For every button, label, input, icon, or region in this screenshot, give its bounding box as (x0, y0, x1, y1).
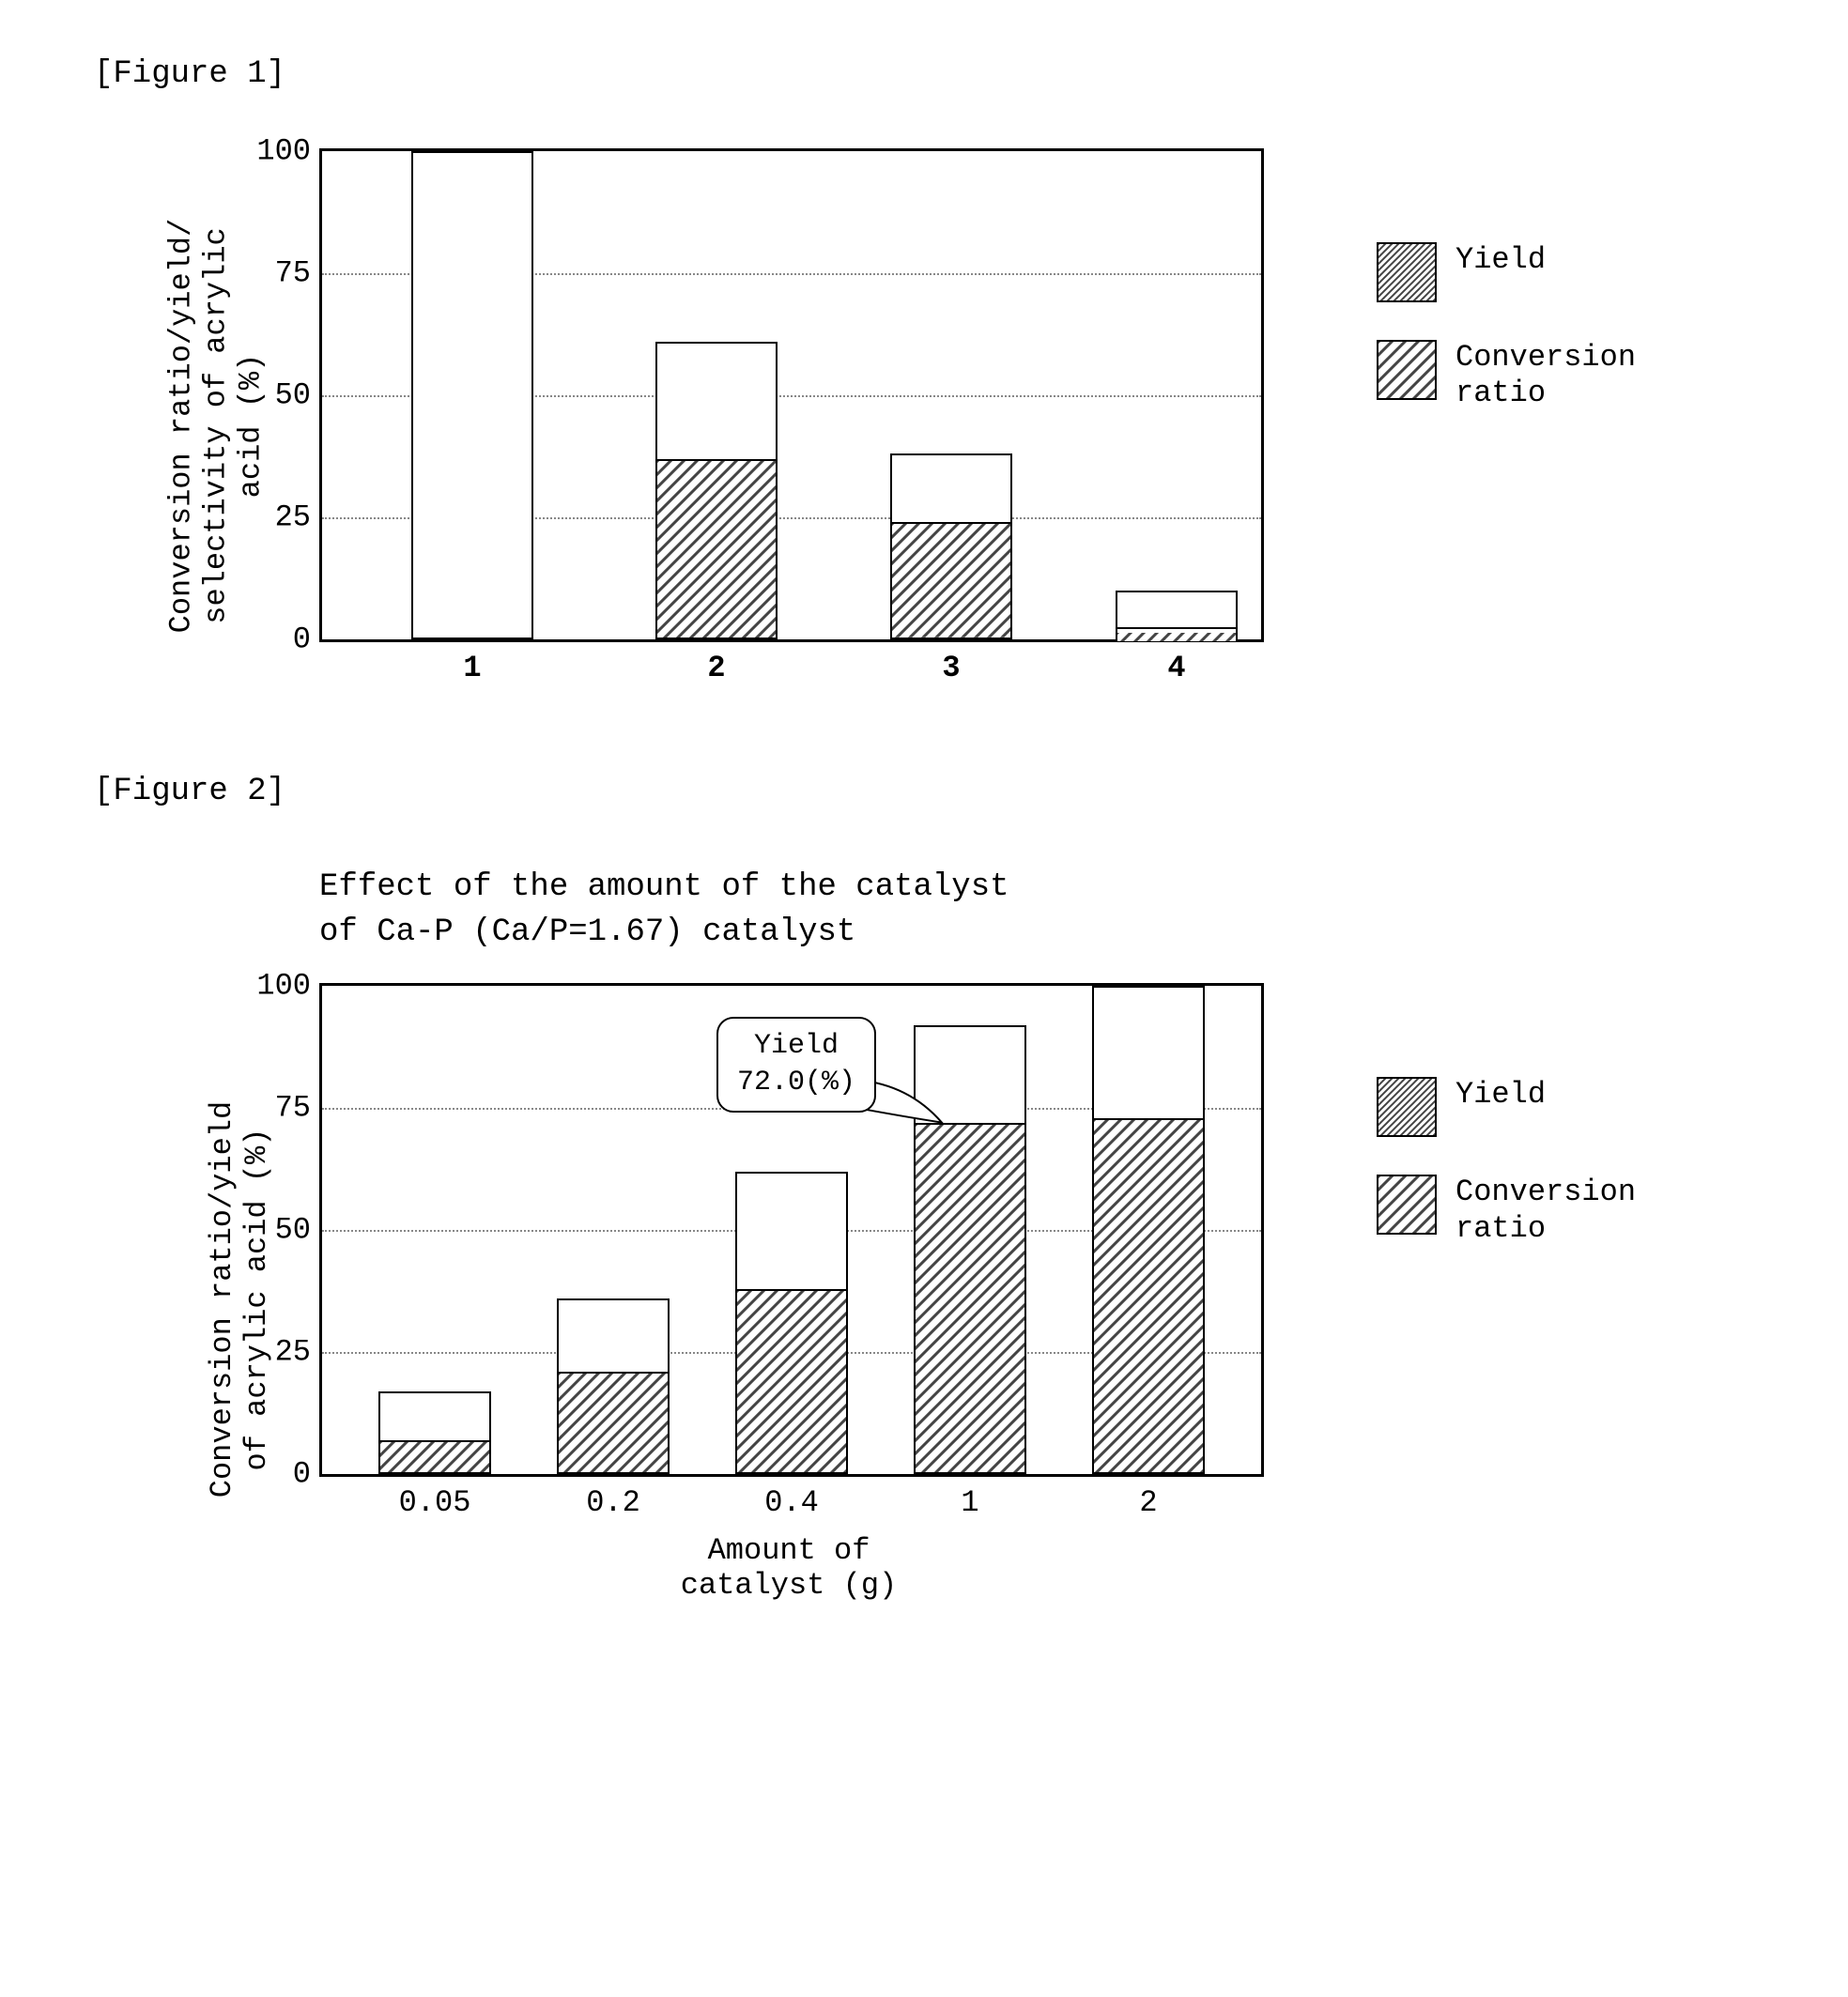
legend-item-yield: Yield (1377, 242, 1636, 302)
legend-swatch-yield-2 (1377, 1077, 1437, 1137)
figure-2-label: [Figure 2] (94, 774, 1773, 809)
figure-1-label: [Figure 1] (94, 56, 1773, 92)
bar-yield (655, 459, 778, 639)
y-tick-label: 0 (293, 1457, 322, 1492)
bar-yield (1116, 627, 1238, 639)
figure-2: [Figure 2] Effect of the amount of the c… (75, 774, 1773, 1603)
figure-1-chart: Conversion ratio/yield/selectivity of ac… (319, 148, 1264, 642)
figure-2-y-axis-label: Conversion ratio/yieldof acrylic acid (%… (205, 1055, 274, 1544)
x-tick-label: 1 (961, 1474, 978, 1520)
legend-label-conversion: Conversionratio (1455, 340, 1636, 412)
legend-swatch-yield (1377, 242, 1437, 302)
x-tick-label: 2 (1139, 1474, 1157, 1520)
y-tick-label: 0 (293, 622, 322, 657)
bar-group (890, 151, 1012, 639)
y-tick-label: 100 (256, 969, 322, 1004)
x-tick-label: 0.05 (399, 1474, 471, 1520)
legend-swatch-conversion-2 (1377, 1175, 1437, 1235)
y-tick-label: 100 (256, 134, 322, 169)
bar-group (1092, 986, 1205, 1474)
x-tick-label: 3 (942, 639, 960, 685)
figure-2-title: Effect of the amount of the catalystof C… (319, 866, 1773, 955)
x-tick-label: 1 (463, 639, 481, 685)
legend-label-yield: Yield (1455, 242, 1546, 278)
bar-conversion (411, 151, 533, 639)
bar-group (378, 986, 491, 1474)
figure-2-row: Conversion ratio/yieldof acrylic acid (%… (75, 983, 1773, 1603)
figure-2-legend: Yield Conversionratio (1377, 1077, 1636, 1284)
bar-yield (914, 1123, 1026, 1474)
bar-yield (557, 1372, 670, 1474)
bar-group (914, 986, 1026, 1474)
figure-2-plot: 02550751000.050.20.412Yield72.0(%) (319, 983, 1264, 1477)
figure-1: [Figure 1] Conversion ratio/yield/select… (75, 56, 1773, 642)
bar-group (557, 986, 670, 1474)
bar-group (1116, 151, 1238, 639)
y-tick-label: 25 (275, 500, 322, 535)
x-tick-label: 0.4 (764, 1474, 819, 1520)
figure-2-chart: Conversion ratio/yieldof acrylic acid (%… (319, 983, 1264, 1603)
bar-yield (378, 1440, 491, 1474)
bar-yield (1092, 1118, 1205, 1475)
bar-yield (890, 522, 1012, 639)
legend-item-conversion-2: Conversionratio (1377, 1175, 1636, 1247)
figure-2-x-axis-label: Amount ofcatalyst (g) (319, 1533, 1258, 1603)
legend-swatch-conversion (1377, 340, 1437, 400)
x-tick-label: 4 (1167, 639, 1185, 685)
figure-1-legend: Yield Conversionratio (1377, 242, 1636, 450)
bar-yield (735, 1289, 848, 1475)
y-tick-label: 75 (275, 256, 322, 291)
figure-1-row: Conversion ratio/yield/selectivity of ac… (75, 148, 1773, 642)
legend-item-conversion: Conversionratio (1377, 340, 1636, 412)
figure-1-plot: 02550751001234 (319, 148, 1264, 642)
x-tick-label: 0.2 (586, 1474, 640, 1520)
bar-group (411, 151, 533, 639)
y-tick-label: 50 (275, 1213, 322, 1248)
legend-label-yield-2: Yield (1455, 1077, 1546, 1113)
y-tick-label: 50 (275, 378, 322, 413)
legend-label-conversion-2: Conversionratio (1455, 1175, 1636, 1247)
annotation-callout: Yield72.0(%) (716, 1017, 876, 1113)
y-tick-label: 25 (275, 1335, 322, 1370)
figure-1-y-axis-label: Conversion ratio/yield/selectivity of ac… (164, 182, 269, 670)
x-tick-label: 2 (707, 639, 725, 685)
bar-group (655, 151, 778, 639)
legend-item-yield-2: Yield (1377, 1077, 1636, 1137)
y-tick-label: 75 (275, 1091, 322, 1126)
